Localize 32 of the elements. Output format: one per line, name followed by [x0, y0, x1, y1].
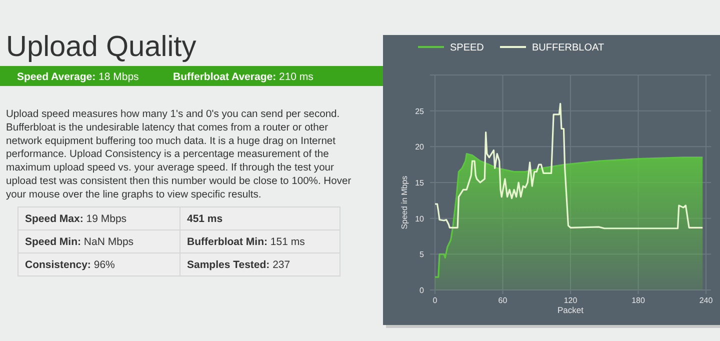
text: Speed Min: NaN Mbps: [25, 236, 134, 248]
legend-label: SPEED: [450, 42, 484, 54]
text: Consistency: 96%: [25, 259, 115, 271]
text: Bufferbloat Average: 210 ms: [173, 71, 314, 83]
x-tick-label: 240: [699, 296, 714, 305]
x-tick-label: 60: [498, 296, 508, 305]
y-tick-label: 0: [420, 286, 425, 295]
x-axis-title: Packet: [558, 305, 584, 315]
text: maximum upload speed vs. your average speed. If through the test your: [6, 162, 335, 174]
text: Bufferbloat Min: 151 ms: [187, 236, 305, 248]
y-tick-label: 25: [415, 106, 425, 116]
y-axis-title: Speed in Mbps: [400, 176, 409, 230]
text: Speed Max: 19 Mbps: [25, 213, 127, 225]
text: Upload speed measures how many 1's and 0's you can send per second.: [6, 109, 340, 120]
text: Samples Tested: 237: [187, 259, 290, 271]
text: Speed Average: 18 Mbps: [17, 71, 139, 83]
legend-label: BUFFERBLOAT: [532, 42, 604, 54]
y-tick-label: 10: [415, 214, 425, 224]
text: upload test was consistent then this number would be close to 100%. Hover: [6, 176, 352, 187]
x-tick-label: 120: [564, 296, 578, 305]
y-tick-label: 20: [415, 142, 425, 152]
y-tick-label: 15: [415, 178, 425, 188]
text: network equipment buffering too much data. It is a huge drag on Internet: [6, 136, 336, 147]
text: 451 ms: [187, 213, 223, 225]
text: Upload Quality: [6, 31, 197, 63]
x-tick-label: 0: [432, 296, 438, 305]
line-series: [434, 102, 704, 230]
text: performance. Upload Consistency is a percentage measurement of the: [6, 149, 330, 160]
x-tick-label: 180: [632, 296, 646, 305]
text: your mouse over the line graphs to view specific results.: [6, 189, 262, 200]
text: Bufferbloat is the undesirable latency that comes from a router or other: [6, 122, 329, 134]
y-tick-label: 5: [420, 250, 425, 260]
